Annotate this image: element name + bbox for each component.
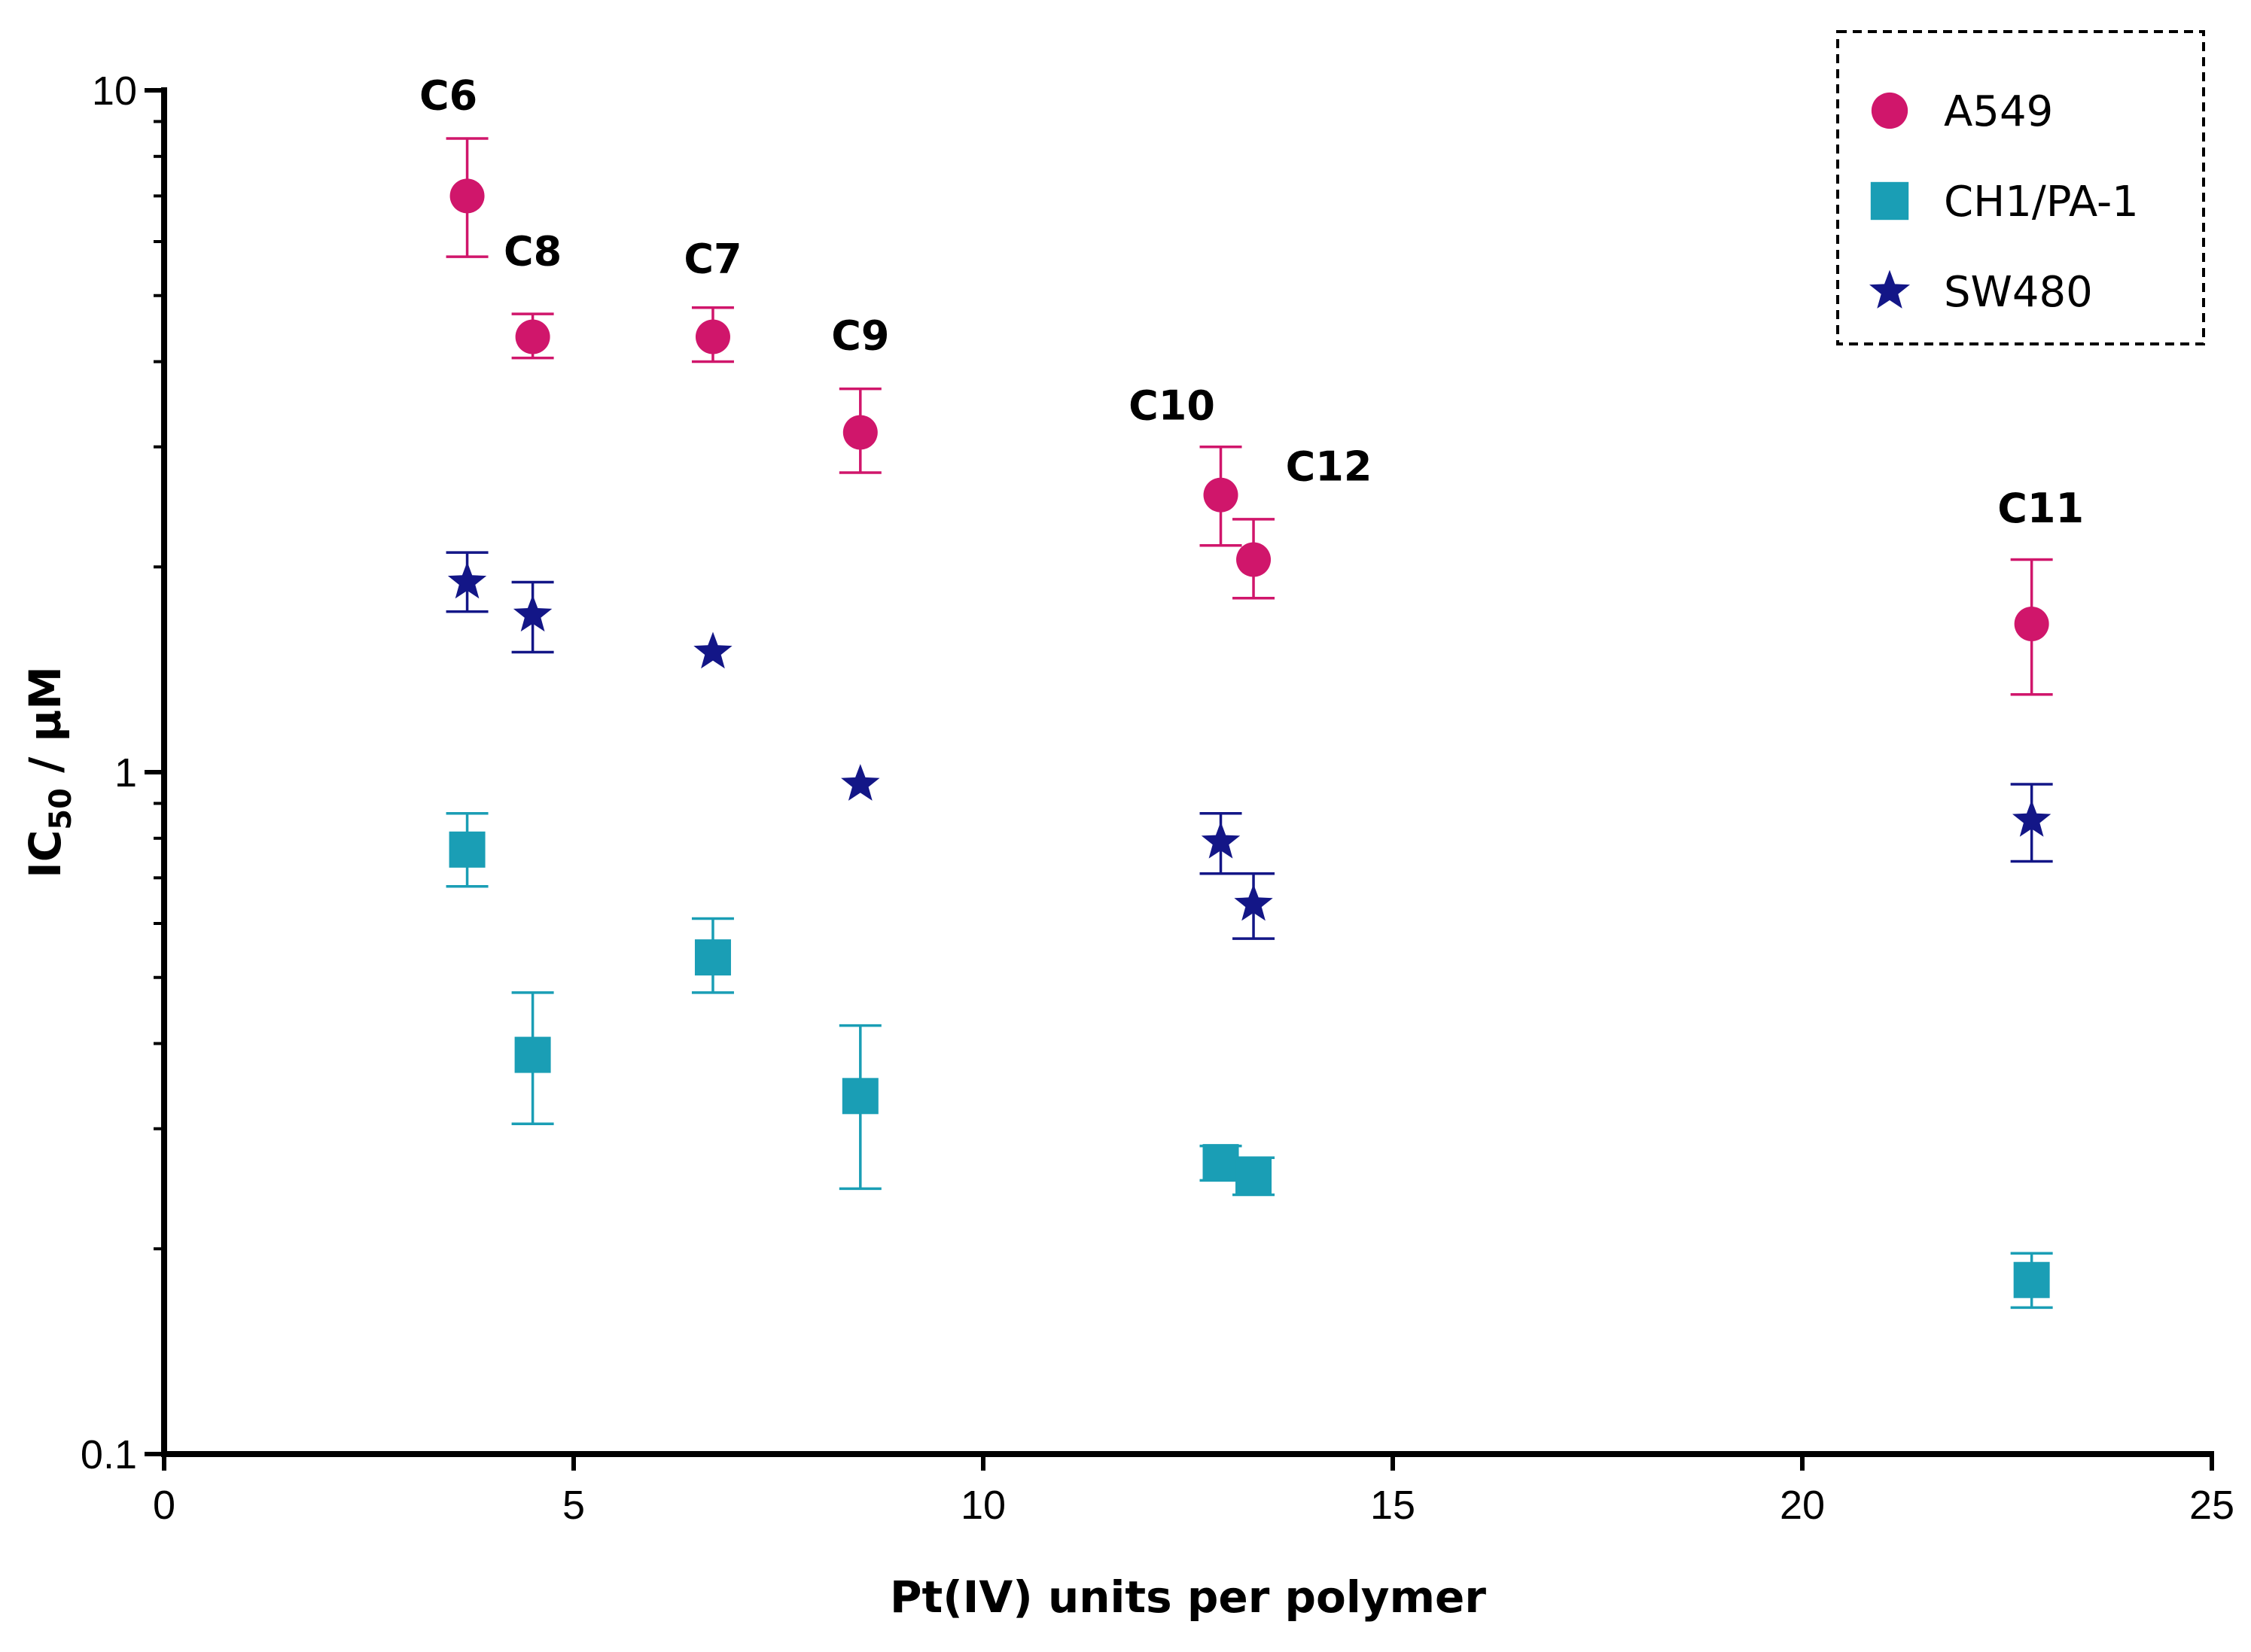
data-point-square — [1202, 1144, 1239, 1181]
data-point-circle — [515, 319, 550, 354]
data-point-square — [694, 939, 731, 976]
x-tick-label: 0 — [153, 1483, 175, 1528]
data-point-square — [842, 1078, 879, 1115]
point-label: C12 — [1286, 443, 1372, 491]
data-point-circle — [449, 178, 485, 214]
data-point-star — [1201, 821, 1241, 859]
y-axis-title: IC50 / µM — [20, 666, 78, 878]
data-point-square — [2013, 1261, 2050, 1298]
data-point-star — [447, 561, 487, 599]
data-point-square — [514, 1036, 551, 1073]
legend: A549 CH1/PA-1 SW480 — [1836, 30, 2205, 345]
data-point-star — [2012, 799, 2051, 837]
data-point-circle — [1871, 92, 1908, 129]
data-point-star — [513, 595, 553, 632]
data-point-circle — [1236, 542, 1272, 577]
point-label: C6 — [419, 71, 477, 119]
x-tick-label: 15 — [1370, 1483, 1415, 1528]
annotations-layer: C6 C8 C7 C9 C10 C12 C11 — [419, 71, 2084, 532]
point-label: C7 — [684, 236, 742, 283]
data-points-layer — [447, 178, 2051, 1298]
data-point-square — [1870, 181, 1909, 221]
point-label: C9 — [831, 312, 889, 360]
y-axis-title-main: IC — [20, 830, 71, 878]
x-axis-title: Pt(IV) units per polymer — [890, 1571, 1486, 1623]
legend-label: CH1/PA-1 — [1944, 178, 2139, 227]
data-point-star — [693, 631, 733, 669]
data-point-circle — [842, 415, 878, 450]
data-point-circle — [695, 319, 730, 354]
legend-label: A549 — [1944, 87, 2053, 136]
legend-label: SW480 — [1944, 268, 2093, 317]
x-tick-label: 10 — [961, 1483, 1006, 1528]
data-point-star — [841, 764, 880, 801]
x-tick-label: 5 — [562, 1483, 585, 1528]
point-label: C10 — [1129, 382, 1215, 430]
data-point-circle — [2014, 606, 2049, 641]
y-axis-title-unit: / µM — [20, 666, 71, 788]
data-point-circle — [1203, 477, 1238, 513]
data-point-square — [1235, 1158, 1272, 1194]
data-point-star — [1234, 884, 1273, 921]
x-tick-label: 25 — [2189, 1483, 2234, 1528]
legend-frame — [1836, 30, 2205, 345]
point-label: C11 — [1997, 485, 2084, 532]
error-bars-layer — [446, 137, 2053, 1310]
point-label: C8 — [504, 228, 562, 275]
y-tick-label: 0.1 — [81, 1432, 137, 1477]
x-tick-label: 20 — [1780, 1483, 1825, 1528]
data-point-square — [449, 831, 486, 868]
y-tick-label: 1 — [114, 750, 137, 796]
y-tick-label: 10 — [92, 68, 137, 114]
axes-layer: 0 5 10 15 20 25 0.1 1 10 — [81, 68, 2234, 1528]
data-point-star — [1869, 269, 1910, 309]
y-axis-title-subscript: 50 — [44, 788, 78, 830]
